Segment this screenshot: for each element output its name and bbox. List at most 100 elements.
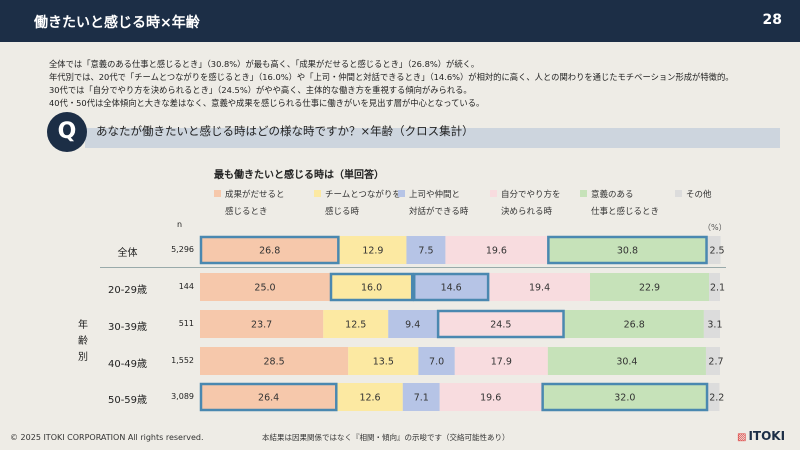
legend-item: 上司や仲間と 対話ができる時 [398, 187, 468, 221]
highlight-box [547, 235, 708, 265]
data-label: 2.2 [709, 393, 724, 404]
legend-item: 成果がだせると 感じるとき [214, 187, 285, 221]
data-label: 19.6 [486, 246, 507, 257]
bar-segment [406, 236, 446, 264]
row-n: 144 [178, 282, 194, 291]
legend-item: 意義のある 仕事と感じるとき [580, 187, 659, 221]
row-label: 40-49歳 [107, 359, 148, 370]
summary-line: 全体では「意義のある仕事と感じるとき」（30.8%）が最も高く、「成果がだせると… [49, 59, 480, 69]
data-label: 24.5 [490, 320, 511, 331]
bar-segment [200, 310, 324, 338]
bar-segment [337, 383, 403, 411]
bar-segment [200, 273, 330, 301]
row-label: 50-59歳 [107, 395, 148, 406]
data-label: 16.0 [361, 283, 382, 294]
legend-item: その他 [675, 187, 712, 204]
legend-swatch [314, 190, 321, 197]
highlight-box [436, 309, 565, 339]
data-label: 23.7 [251, 320, 272, 331]
bar-segment [489, 273, 590, 301]
bar-segment [339, 236, 407, 264]
data-label: 17.9 [491, 357, 512, 368]
copyright: © 2025 ITOKI CORPORATION All rights rese… [10, 433, 204, 442]
bar-segment [703, 310, 720, 338]
divider [100, 267, 726, 268]
bar-segment [564, 310, 704, 338]
data-label: 12.6 [359, 393, 380, 404]
bar-segment [348, 347, 419, 375]
bar-segment [547, 236, 708, 264]
data-label: 14.6 [441, 283, 462, 294]
data-label: 28.5 [264, 357, 285, 368]
data-label: 7.1 [414, 393, 429, 404]
data-label: 2.1 [710, 283, 725, 294]
chart-title: 最も働きたいと感じる時は（単回答） [214, 170, 384, 181]
bar-segment [437, 310, 565, 338]
summary-line: 年代別では、20代で「チームとつながりを感じるとき」（16.0%）や「上司・仲間… [49, 72, 734, 82]
data-label: 32.0 [614, 393, 635, 404]
data-label: 9.4 [405, 320, 420, 331]
data-label: 2.7 [708, 357, 723, 368]
highlight-box [541, 382, 709, 412]
bar-segment [705, 347, 720, 375]
legend-label: 上司や仲間と [409, 190, 461, 200]
legend-swatch [580, 190, 587, 197]
row-n: 511 [178, 319, 194, 328]
data-label: 3.1 [707, 320, 722, 331]
logo-mark-icon: ▨ [737, 432, 747, 443]
bar-segment [323, 310, 389, 338]
legend-item: 自分でやり方を 決められる時 [490, 187, 561, 221]
row-label: 全体 [117, 248, 138, 259]
bar-segment [200, 383, 338, 411]
bar-segment [454, 347, 548, 375]
logo-text: ITOKI [748, 429, 786, 443]
bar-segment [200, 236, 340, 264]
bar-segment [709, 273, 720, 301]
highlight-box [412, 272, 490, 302]
header-bar: 働きたいと感じる時×年齢 28 [0, 0, 800, 42]
bar-segment [418, 347, 455, 375]
row-label: 20-29歳 [107, 285, 148, 296]
data-label: 7.0 [429, 357, 444, 368]
bar-segment [708, 383, 720, 411]
legend-label-2: 決められる時 [501, 207, 553, 217]
data-label: 12.5 [345, 320, 366, 331]
summary-line: 30代では「自分でやり方を決められるとき」（24.5%）がやや高く、主体的な働き… [49, 85, 472, 95]
bar-segment [707, 236, 721, 264]
data-label: 13.5 [373, 357, 394, 368]
legend-label: 自分でやり方を [501, 190, 561, 200]
highlight-box [199, 235, 340, 265]
data-label: 19.4 [529, 283, 550, 294]
data-label: 26.4 [258, 393, 279, 404]
row-n: 5,296 [171, 245, 194, 254]
bar-segment [200, 347, 349, 375]
data-label: 22.9 [639, 283, 660, 294]
data-label: 7.5 [418, 246, 433, 257]
group-label: 年齢別 [78, 320, 88, 363]
bar-segment [590, 273, 710, 301]
question-band [85, 128, 780, 148]
data-label: 25.0 [254, 283, 275, 294]
summary-text: 全体では「意義のある仕事と感じるとき」（30.8%）が最も高く、「成果がだせると… [49, 58, 734, 110]
bar-segment [541, 383, 709, 411]
row-n: 3,089 [171, 392, 194, 401]
bar-segment [330, 273, 414, 301]
bar-segment [388, 310, 438, 338]
bar-segment [439, 383, 542, 411]
legend-swatch [490, 190, 497, 197]
legend-swatch [675, 190, 682, 197]
legend-swatch [214, 190, 221, 197]
legend-item: チームとつながりを 感じる時 [314, 187, 401, 221]
slide-title: 働きたいと感じる時×年齢 [34, 15, 200, 31]
unit-label: （%） [703, 223, 727, 232]
footnote: 本結果は因果関係ではなく『相関・傾向』の示唆です（交絡可能性あり） [262, 433, 510, 442]
question-text: あなたが働きたいと感じる時はどの様な時ですか？×年齢（クロス集計） [96, 124, 474, 138]
legend-label-2: 仕事と感じるとき [591, 207, 660, 217]
n-label: n [177, 220, 183, 229]
data-label: 26.8 [624, 320, 645, 331]
legend-label: チームとつながりを [325, 190, 401, 200]
data-label: 26.8 [259, 246, 280, 257]
bar-segment [445, 236, 548, 264]
data-label: 19.6 [480, 393, 501, 404]
data-label: 30.8 [617, 246, 638, 257]
